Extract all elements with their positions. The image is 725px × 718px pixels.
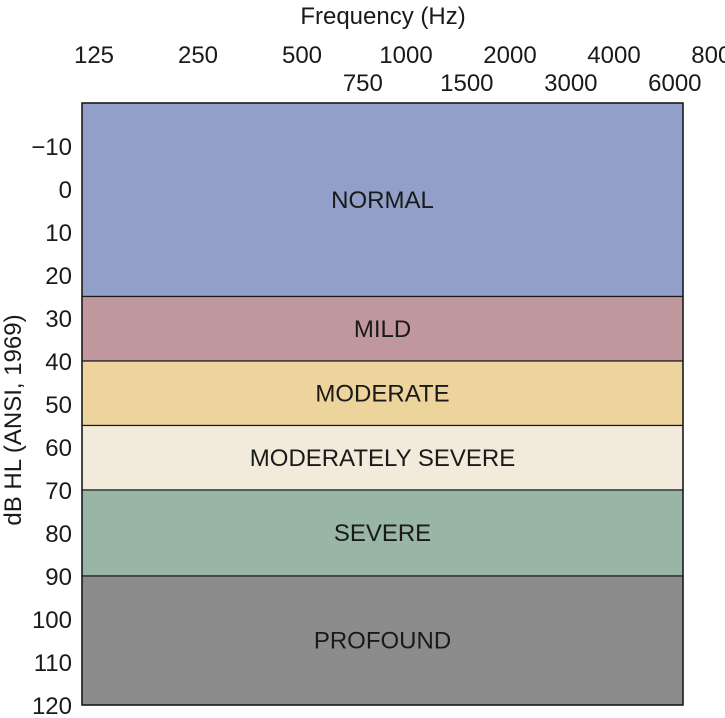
y-tick-label: 50: [45, 392, 72, 419]
y-tick-label: 110: [34, 650, 72, 677]
y-tick-label: −10: [31, 134, 72, 161]
x-tick-label: 250: [178, 42, 218, 69]
band-label-moderate: MODERATE: [315, 380, 449, 407]
y-tick-label: 80: [45, 521, 72, 548]
x-tick-label: 125: [74, 42, 114, 69]
y-tick-label: 30: [45, 306, 72, 333]
x-tick-label: 8000: [691, 42, 725, 69]
band-moderate: [81, 360, 684, 427]
x-tick-label: 750: [343, 70, 383, 97]
y-tick-label: 90: [45, 564, 72, 591]
x-axis-title: Frequency (Hz): [300, 3, 465, 30]
band-label-profound: PROFOUND: [314, 628, 451, 655]
band-label-moderately-severe: MODERATELY SEVERE: [250, 445, 515, 472]
plot-frame: [81, 102, 684, 706]
band-label-severe: SEVERE: [334, 520, 431, 547]
y-tick-label: 120: [32, 693, 72, 718]
hearing-loss-bands: [81, 102, 684, 706]
x-tick-label: 2000: [483, 42, 536, 69]
x-axis-ticks: 125 250 500 1000 2000 4000 8000 750 1500 3000 6000…: [74, 42, 725, 97]
y-axis-ticks: −10 0 10 20 30 40 50 60 70 80 90 100 110 120: [31, 134, 72, 718]
x-tick-label: 3000: [544, 70, 597, 97]
band-label-normal: NORMAL: [331, 187, 434, 214]
y-tick-label: 60: [45, 435, 72, 462]
x-tick-label: 1000: [379, 42, 432, 69]
band-severe: [81, 489, 684, 577]
band-profound: [81, 575, 684, 706]
band-labels: NORMAL MILD MODERATE MODERATELY SEVERE SEVER…: [250, 187, 515, 655]
x-tick-label: 4000: [587, 42, 640, 69]
band-mild: [81, 295, 684, 362]
band-moderately-severe: [81, 424, 684, 491]
x-tick-label: 500: [282, 42, 322, 69]
y-tick-label: 70: [45, 478, 72, 505]
y-tick-label: 100: [32, 607, 72, 634]
x-tick-label: 6000: [648, 70, 701, 97]
y-axis-title: dB HL (ANSI, 1969): [0, 314, 27, 525]
y-tick-label: 10: [45, 220, 72, 247]
x-tick-label: 1500: [440, 70, 493, 97]
y-tick-label: 40: [45, 349, 72, 376]
band-normal: [81, 102, 684, 298]
y-tick-label: 0: [59, 177, 72, 204]
y-tick-label: 20: [45, 263, 72, 290]
band-label-mild: MILD: [354, 316, 411, 343]
